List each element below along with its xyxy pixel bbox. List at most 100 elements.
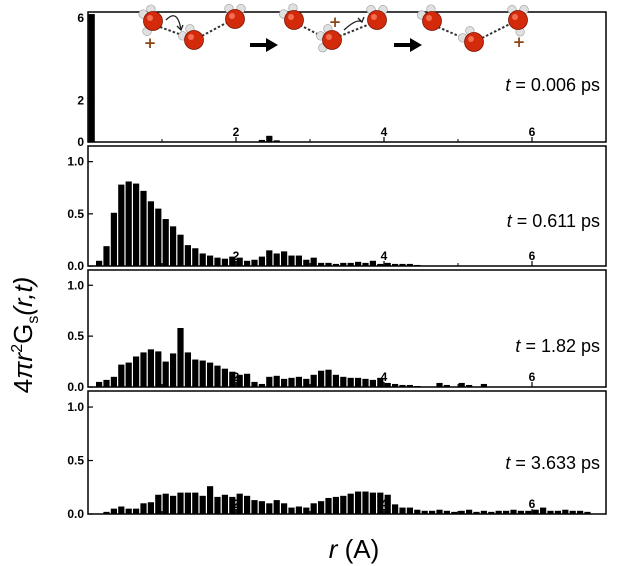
bar (199, 495, 206, 514)
x-tick-label: 4 (381, 125, 388, 139)
bar (207, 362, 214, 387)
bar (340, 495, 347, 514)
y-tick-label: 0.5 (67, 454, 84, 468)
y-tick-label: 0.5 (67, 207, 84, 221)
bar (480, 383, 487, 387)
panel-frame (87, 11, 607, 143)
bar (310, 257, 317, 266)
bar (236, 257, 243, 266)
bar (103, 511, 110, 514)
panels: 2 4 6 0 2 6 t = 0.006 ps 2 4 6 0.0 0.5 1.0 t = 0.611 … (67, 11, 607, 521)
time-label: t = 1.82 ps (515, 336, 600, 356)
bar (192, 492, 199, 514)
bar (199, 360, 206, 387)
x-tick-label: 4 (381, 370, 388, 384)
bar (295, 255, 302, 266)
water-molecule (417, 4, 442, 31)
panel-3: 2 4 6 0.0 0.5 1.0 t = 1.82 ps (67, 269, 607, 394)
x-axis-title: r (A) (329, 534, 380, 564)
bar (258, 256, 265, 266)
bar (473, 511, 480, 514)
y-tick-label: 0.0 (67, 507, 84, 521)
bar (332, 496, 339, 514)
bar (273, 253, 280, 266)
bar (162, 361, 169, 387)
bar (488, 511, 495, 514)
x-tick-label: 2 (233, 370, 240, 384)
bar (155, 351, 162, 387)
bar (377, 263, 384, 266)
bar (480, 510, 487, 514)
hop-arrow (165, 15, 182, 31)
bar (414, 264, 421, 266)
panel-frame (87, 390, 607, 515)
bar (577, 510, 584, 514)
water-molecule (366, 5, 388, 30)
bar (140, 190, 147, 266)
proton-transfer-inset: + + + (138, 3, 529, 53)
bar (436, 509, 443, 514)
bar (295, 376, 302, 387)
x-tick-label: 4 (381, 497, 388, 511)
bar (466, 384, 473, 387)
bar (147, 349, 154, 387)
bar (384, 382, 391, 387)
bar (251, 259, 258, 266)
bar (458, 382, 465, 387)
bar (369, 492, 376, 514)
bar (451, 511, 458, 514)
bar (244, 495, 251, 514)
bar (258, 139, 265, 142)
water-molecule (507, 5, 529, 37)
bar (392, 383, 399, 387)
time-label: t = 0.611 ps (507, 211, 600, 231)
bar (88, 14, 95, 142)
bar (140, 503, 147, 514)
bar (273, 375, 280, 387)
bar (569, 510, 576, 514)
bar (199, 253, 206, 266)
bar (207, 255, 214, 266)
bar (192, 248, 199, 266)
water-molecule (138, 4, 163, 36)
charge-plus: + (144, 34, 157, 52)
bar (229, 371, 236, 387)
bar (170, 226, 177, 266)
bar (318, 370, 325, 387)
y-tick-label: 1.0 (67, 155, 84, 169)
bar (347, 493, 354, 514)
bar (170, 495, 177, 514)
bar (96, 381, 103, 387)
bar (177, 327, 184, 387)
bar (236, 374, 243, 387)
bar (429, 510, 436, 514)
y-axis-title: 4πr2Gs(r,t) (8, 277, 42, 394)
bar (295, 506, 302, 514)
hydrogen-bond (159, 26, 191, 39)
bar (362, 378, 369, 387)
y-tick-label: 0.5 (67, 329, 84, 343)
bar (103, 379, 110, 387)
water-molecule (279, 3, 304, 30)
bar (103, 246, 110, 266)
hydrogen-bond (477, 23, 511, 41)
x-tick-label: 2 (233, 125, 240, 139)
bar (155, 494, 162, 514)
panel-4: 2 4 6 0.0 0.5 1.0 t = 3.633 ps (67, 390, 607, 521)
bar (547, 510, 554, 514)
bar (377, 492, 384, 514)
bar (510, 509, 517, 514)
inset-state-2: + (279, 3, 388, 53)
bar (281, 503, 288, 514)
bar (214, 496, 221, 514)
bar (118, 364, 125, 387)
bar (133, 183, 140, 266)
bar (466, 509, 473, 514)
bar (266, 376, 273, 387)
bar (207, 486, 214, 514)
bar (162, 493, 169, 514)
bar (525, 510, 532, 514)
bar (244, 373, 251, 387)
bar (355, 377, 362, 387)
x-tick-label: 2 (233, 249, 240, 263)
